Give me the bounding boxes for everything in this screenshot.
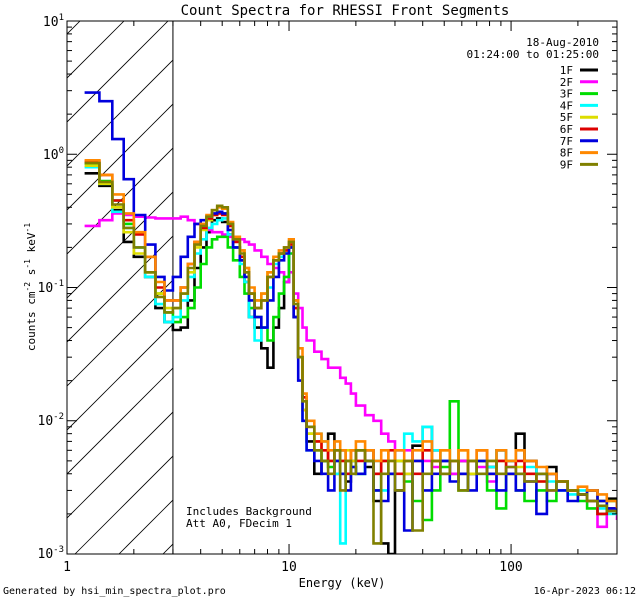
legend-label-2F: 2F (560, 76, 573, 89)
footer-generated-by: Generated by hsi_min_spectra_plot.pro (3, 586, 226, 597)
series-layer (84, 91, 617, 554)
footer-timestamp: 16-Apr-2023 06:12 (534, 586, 636, 597)
hatch-line (67, 411, 173, 519)
y-tick-label-1e-2: 10-2 (38, 412, 65, 429)
series-8F (84, 159, 617, 509)
legend-label-8F: 8F (560, 147, 573, 160)
chart-title: Count Spectra for RHESSI Front Segments (181, 3, 510, 19)
hatch-line (67, 279, 173, 387)
hatch-line (67, 235, 173, 343)
y-tick-label-1e0: 100 (43, 146, 64, 163)
background-hatch-region (67, 21, 173, 554)
hatch-line (67, 191, 173, 299)
axis-ticks (66, 21, 618, 555)
hatch-line (67, 323, 173, 431)
series-7F (84, 91, 617, 532)
x-axis-label: Energy (keV) (299, 576, 386, 590)
legend-label-3F: 3F (560, 88, 573, 101)
x-tick-label-1: 1 (63, 560, 71, 575)
legend-label-9F: 9F (560, 158, 573, 171)
hatch-line (74, 455, 173, 554)
y-axis-label: counts cm-2 s-1 keV-1 (23, 223, 38, 351)
series-9F (84, 161, 617, 545)
x-tick-label-10: 10 (281, 560, 297, 575)
legend-label-4F: 4F (560, 99, 573, 112)
hatch-line (67, 21, 81, 35)
time-range-label: 01:24:00 to 01:25:00 (467, 48, 599, 61)
date-label: 18-Aug-2010 (526, 36, 599, 49)
y-tick-label-1e1: 101 (43, 13, 64, 30)
y-tick-label-1e-1: 10-1 (38, 279, 65, 296)
hatch-line (67, 59, 173, 167)
legend-label-5F: 5F (560, 111, 573, 124)
y-tick-label-1e-3: 10-3 (38, 545, 65, 562)
legend-label-1F: 1F (560, 64, 573, 77)
x-tick-label-100: 100 (499, 560, 522, 575)
hatch-line (67, 21, 169, 123)
hatch-line (67, 367, 173, 475)
legend-label-6F: 6F (560, 123, 573, 136)
legend-label-7F: 7F (560, 135, 573, 148)
hatch-line (67, 21, 125, 79)
annotation-attenuator: Att A0, FDecim 1 (186, 517, 292, 530)
annotation-background: Includes Background (186, 505, 312, 518)
